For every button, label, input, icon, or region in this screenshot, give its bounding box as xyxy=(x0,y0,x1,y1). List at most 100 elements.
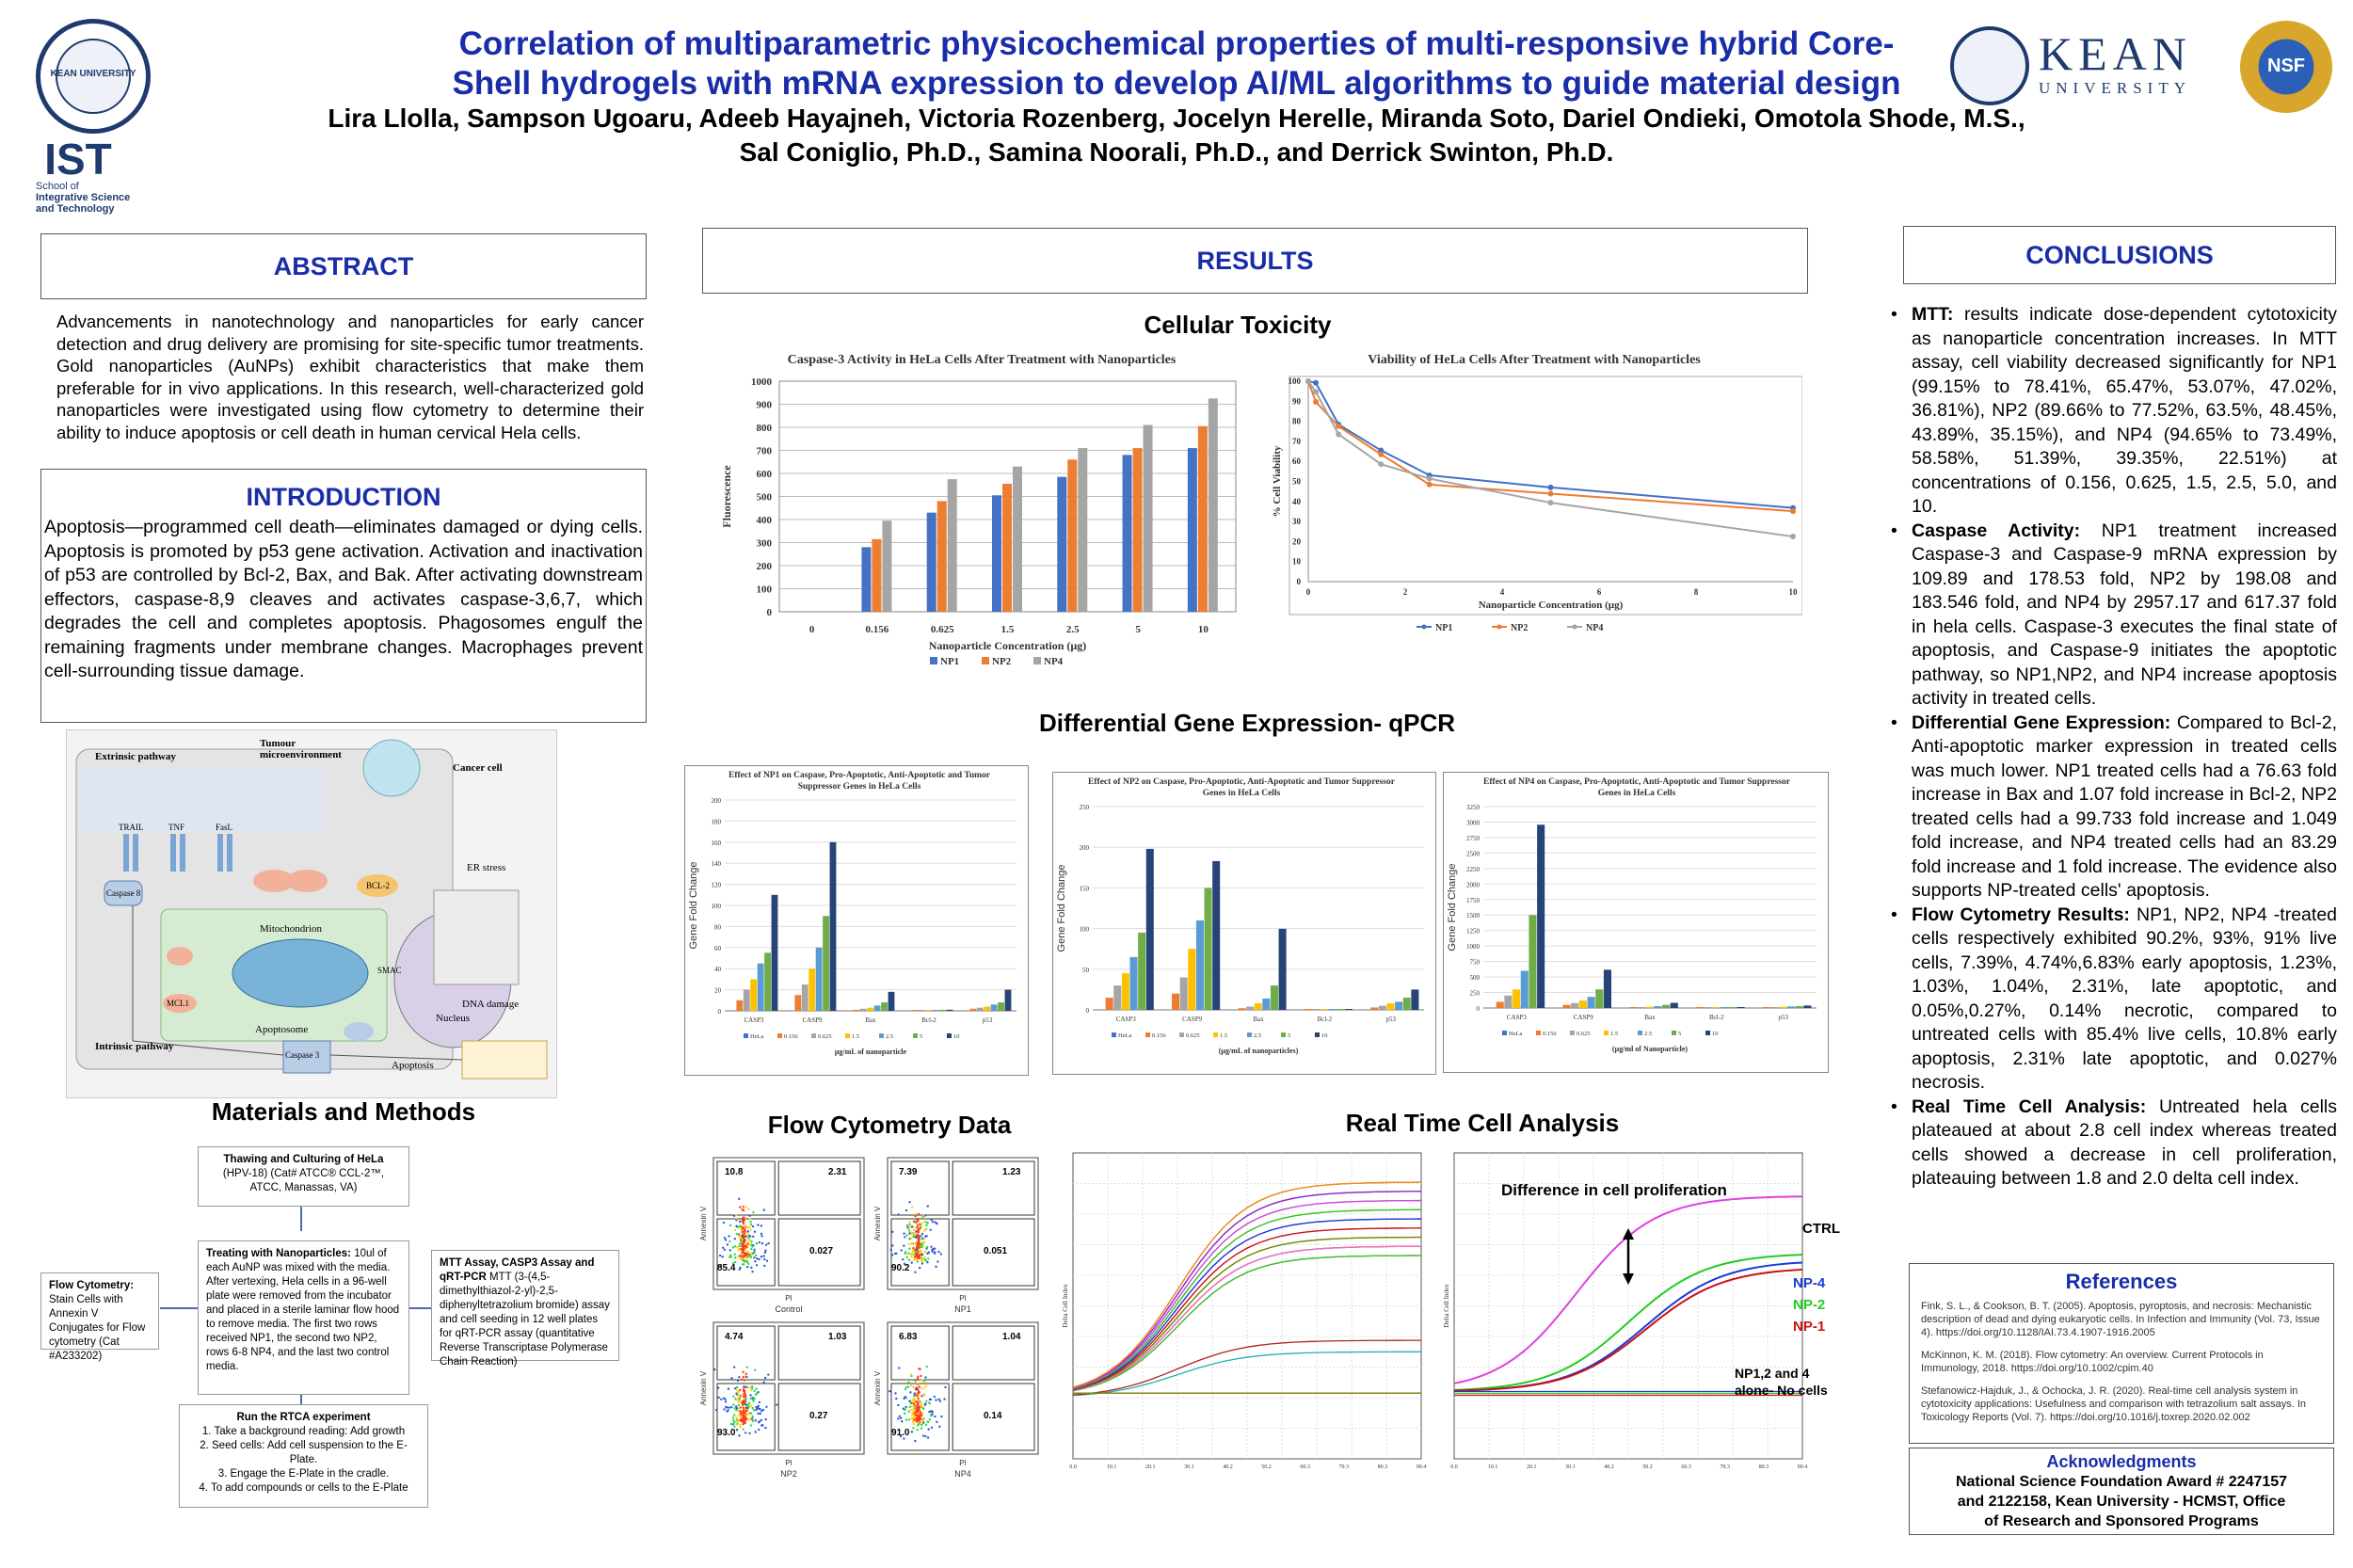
bar xyxy=(1145,848,1154,1010)
viability-svg: 0 10 20 30 40 50 60 70 80 90 100 0 2 4 6 8 10 Nanoparticl… xyxy=(1272,376,1803,633)
event-dot xyxy=(742,1253,744,1256)
x-axis-label: Nanoparticle Concentration (µg) xyxy=(929,639,1087,652)
event-dot xyxy=(745,1406,749,1410)
event-dot xyxy=(743,1416,745,1419)
rtca-curve xyxy=(1072,1208,1422,1390)
event-dot xyxy=(741,1234,744,1238)
event-dot xyxy=(748,1412,752,1415)
caspase3-svg: 0 100 200 300 400 500 600 700 800 900 1000 0 0.156 0.… xyxy=(720,376,1237,667)
event-dot xyxy=(738,1268,741,1272)
label-fasl: FasL xyxy=(216,823,232,832)
event-dot xyxy=(738,1232,742,1235)
bar xyxy=(1187,448,1197,612)
event-dot xyxy=(735,1407,739,1410)
ist-name1: Integrative Science xyxy=(36,192,131,203)
bar xyxy=(936,501,947,612)
quadrant-value: 0.027 xyxy=(809,1246,833,1256)
event-dot xyxy=(733,1245,737,1248)
y-axis-label: Annexin V xyxy=(873,1370,882,1405)
legend-label: 10 xyxy=(1712,1031,1719,1037)
event-dot xyxy=(889,1248,892,1252)
event-dot xyxy=(913,1392,916,1395)
rtca-step1: 1. Take a background reading: Add growth xyxy=(201,1426,406,1437)
event-dot xyxy=(742,1410,745,1414)
quadrant-gate xyxy=(777,1325,861,1381)
thaw-title: Thawing and Culturing of HeLa xyxy=(223,1154,384,1165)
event-dot xyxy=(753,1248,756,1252)
bar xyxy=(1571,1002,1579,1008)
event-dot xyxy=(905,1256,908,1258)
event-dot xyxy=(735,1409,738,1412)
event-dot xyxy=(738,1434,741,1437)
event-dot xyxy=(741,1236,744,1240)
flow-panel xyxy=(887,1157,1039,1290)
event-dot xyxy=(718,1254,722,1257)
event-dot xyxy=(747,1418,750,1421)
authors-line2: Sal Coniglio, Ph.D., Samina Noorali, Ph.… xyxy=(739,137,1614,167)
event-dot xyxy=(742,1388,745,1391)
event-dot xyxy=(914,1220,917,1223)
data-point xyxy=(1378,451,1385,457)
bar xyxy=(1762,1007,1770,1008)
event-dot xyxy=(917,1375,920,1379)
event-dot xyxy=(917,1392,920,1395)
y-tick-label: 90 xyxy=(1292,396,1302,406)
references-heading: References xyxy=(2065,1270,2178,1293)
event-dot xyxy=(922,1386,926,1389)
event-dot xyxy=(729,1406,733,1409)
event-dot xyxy=(741,1378,744,1382)
event-dot xyxy=(763,1251,767,1254)
bar xyxy=(1637,1007,1646,1008)
event-dot xyxy=(918,1385,921,1388)
event-dot xyxy=(914,1439,917,1443)
bar xyxy=(1078,448,1088,612)
event-dot xyxy=(755,1405,758,1409)
event-dot xyxy=(760,1224,763,1227)
event-dot xyxy=(902,1257,904,1261)
event-dot xyxy=(738,1388,742,1392)
bar xyxy=(1786,1006,1796,1008)
event-dot xyxy=(739,1237,743,1240)
event-dot xyxy=(728,1256,731,1258)
bar xyxy=(808,968,816,1011)
event-dot xyxy=(913,1406,916,1410)
bar xyxy=(1629,1007,1638,1008)
event-dot xyxy=(920,1379,923,1382)
conclusions-list: MTT: results indicate dose-dependent cyt… xyxy=(1887,303,2337,1192)
event-dot xyxy=(925,1400,928,1402)
legend-swatch xyxy=(930,657,937,664)
x-tick-label: 30.1 xyxy=(1565,1464,1576,1468)
x-tick-label: 2 xyxy=(1403,587,1408,597)
event-dot xyxy=(721,1246,725,1249)
event-dot xyxy=(894,1392,897,1395)
y-tick-label: 160 xyxy=(712,840,722,847)
event-dot xyxy=(754,1259,757,1263)
event-dot xyxy=(760,1409,763,1413)
event-dot xyxy=(746,1403,750,1406)
event-dot xyxy=(917,1212,920,1216)
bar xyxy=(1520,970,1529,1008)
methods-box-mtt: MTT Assay, CASP3 Assay and qRT-PCR MTT (… xyxy=(431,1250,619,1368)
event-dot xyxy=(917,1397,920,1400)
quadrant-gate xyxy=(952,1218,1035,1287)
rtca-step3: 3. Engage the E-Plate in the cradle. xyxy=(217,1468,390,1480)
event-dot xyxy=(910,1261,913,1264)
authors: Lira Llolla, Sampson Ugoaru, Adeeb Hayaj… xyxy=(216,102,2137,169)
y-tick-label: 100 xyxy=(1289,376,1302,386)
legend-marker xyxy=(1497,624,1502,630)
event-dot xyxy=(736,1379,740,1383)
event-dot xyxy=(751,1224,755,1228)
quadrant-value: 91.0 xyxy=(891,1428,910,1438)
bar xyxy=(1337,1009,1345,1010)
bar xyxy=(1578,1000,1587,1008)
event-dot xyxy=(746,1386,749,1389)
event-dot xyxy=(909,1391,912,1394)
event-dot xyxy=(776,1403,778,1406)
event-dot xyxy=(921,1418,924,1421)
bar xyxy=(946,1009,953,1011)
event-dot xyxy=(748,1240,751,1242)
event-dot xyxy=(897,1213,900,1216)
event-dot xyxy=(926,1420,929,1423)
event-dot xyxy=(736,1246,739,1249)
legend-swatch xyxy=(879,1033,884,1038)
